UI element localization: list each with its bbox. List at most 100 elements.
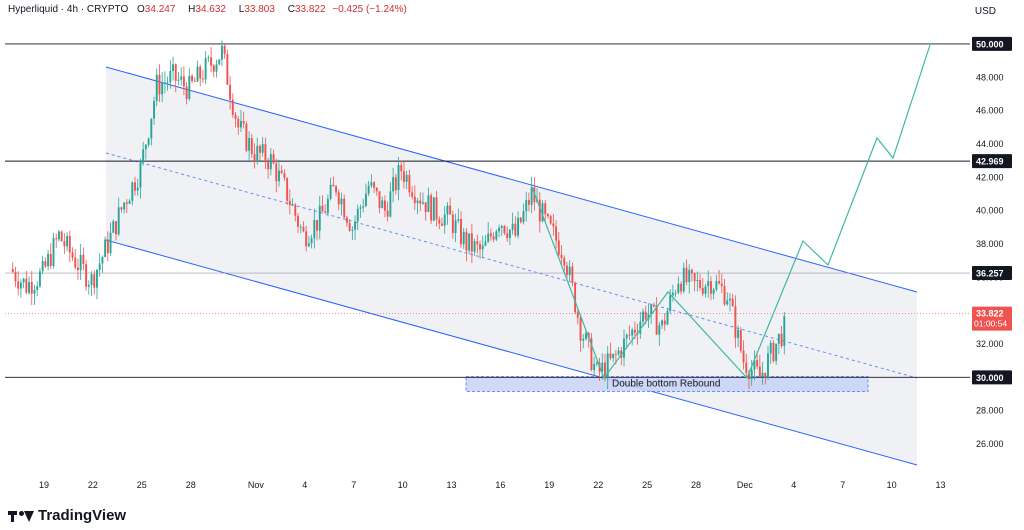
candle-body <box>155 74 158 102</box>
candle-body <box>215 64 218 72</box>
candle-body <box>566 265 568 275</box>
brand-name: TradingView <box>38 507 127 524</box>
candle-body <box>568 266 571 275</box>
candle-body <box>85 264 88 287</box>
candle-body <box>134 182 136 191</box>
candle-body <box>707 281 710 287</box>
candle-body <box>343 198 346 218</box>
candle-body <box>731 298 734 307</box>
candle-body <box>321 205 324 212</box>
candle-body <box>631 329 634 336</box>
candle-body <box>674 292 677 294</box>
candle-body <box>552 223 555 227</box>
candle-body <box>356 208 359 222</box>
candle-body <box>220 45 223 60</box>
candle-body <box>669 295 672 311</box>
candle-body <box>650 304 653 315</box>
candle-body <box>484 241 487 246</box>
x-tick-label: 4 <box>302 480 307 490</box>
y-tick-label: 44.000 <box>976 139 1004 149</box>
currency-label[interactable]: USD <box>974 6 996 17</box>
candle-body <box>142 149 145 163</box>
candle-body <box>305 231 308 247</box>
x-tick-label: 28 <box>691 480 701 490</box>
candle-body <box>383 200 386 211</box>
candle-body <box>373 182 376 188</box>
candle-body <box>392 177 395 192</box>
candle-body <box>718 280 721 284</box>
candle-body <box>522 211 525 223</box>
candle-body <box>400 165 403 172</box>
channel-midline <box>105 152 918 379</box>
candle-body <box>742 350 745 363</box>
candle-body <box>753 360 756 370</box>
candle-body <box>131 182 134 201</box>
candle-body <box>609 353 612 359</box>
candle-body <box>538 199 541 222</box>
candle-body <box>495 231 498 240</box>
candle-body <box>38 271 41 287</box>
candle-body <box>269 154 272 170</box>
candle-body <box>109 232 112 254</box>
candle-body <box>158 74 161 95</box>
candle-body <box>479 244 481 250</box>
candle-body <box>272 154 275 164</box>
candle-body <box>218 59 221 65</box>
candle-body <box>639 321 642 334</box>
candle-body <box>310 238 313 244</box>
x-tick-label: 25 <box>642 480 652 490</box>
candle-body <box>582 338 585 341</box>
x-tick-label: 10 <box>887 480 897 490</box>
candle-body <box>682 267 685 292</box>
candle-body <box>66 235 69 247</box>
change-value: −0.425 (−1.24%) <box>332 4 407 15</box>
candle-body <box>503 226 506 234</box>
candle-body <box>666 310 669 325</box>
candle-body <box>481 245 484 250</box>
candle-body <box>541 203 544 222</box>
candle-body <box>438 219 441 224</box>
candle-body <box>729 298 731 301</box>
level-tag-label: 36.257 <box>976 269 1004 279</box>
candle-body <box>41 261 44 272</box>
candle-body <box>470 233 473 252</box>
candle-body <box>180 76 183 80</box>
candle-body <box>172 64 174 71</box>
candle-body <box>435 197 438 220</box>
candle-body <box>688 269 691 283</box>
candle-body <box>764 372 767 378</box>
double-bottom-label: Double bottom Rebound <box>612 378 720 389</box>
candle-body <box>587 332 590 339</box>
candle-body <box>245 123 248 151</box>
candle-body <box>79 254 82 271</box>
candle-body <box>229 84 232 100</box>
tradingview-logo[interactable]: TradingView <box>8 507 126 524</box>
x-tick-label: 19 <box>39 480 49 490</box>
candle-body <box>647 314 650 320</box>
candle-body <box>196 66 199 82</box>
candle-body <box>278 170 280 182</box>
candle-body <box>655 306 658 335</box>
candle-body <box>33 289 36 294</box>
candle-body <box>685 267 688 283</box>
candle-body <box>264 144 267 163</box>
candle-body <box>153 101 155 119</box>
candle-body <box>449 205 452 215</box>
candle-body <box>362 206 365 208</box>
candle-body <box>663 320 666 325</box>
candle-body <box>413 196 416 204</box>
candle-body <box>422 202 424 204</box>
x-tick-label: 4 <box>791 480 796 490</box>
candle-body <box>446 205 449 215</box>
candle-body <box>125 202 128 204</box>
candle-body <box>351 229 354 231</box>
candle-body <box>712 289 715 294</box>
level-tag <box>972 154 1012 169</box>
candle-body <box>188 75 191 99</box>
candle-body <box>767 353 769 378</box>
x-tick-label: 28 <box>186 480 196 490</box>
candle-body <box>560 254 563 258</box>
candle-body <box>17 281 20 289</box>
candle-body <box>71 252 74 258</box>
